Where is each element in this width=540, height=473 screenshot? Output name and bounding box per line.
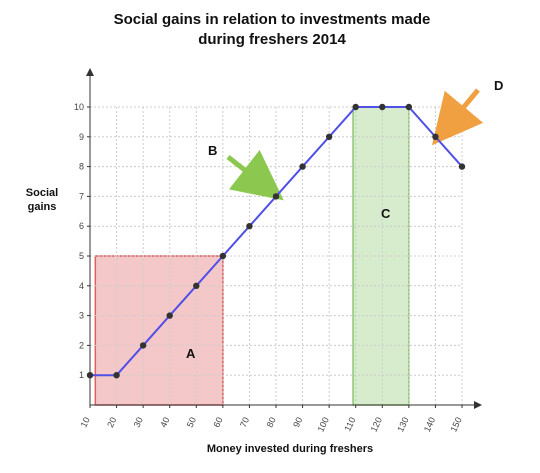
point: [458, 163, 466, 170]
chart-title: Social gains in relation to investments …: [114, 11, 431, 28]
point: [113, 372, 120, 379]
y-tick-label: 8: [79, 162, 84, 172]
x-tick-label: 100: [316, 416, 331, 434]
x-tick-label: 60: [211, 416, 224, 429]
region-label: C: [381, 206, 391, 221]
y-tick-label: 4: [79, 281, 84, 291]
y-tick-label: 9: [79, 132, 84, 142]
point: [405, 103, 413, 111]
x-tick-label: 150: [448, 416, 463, 434]
x-tick-label: 120: [369, 416, 384, 434]
y-tick-label: 3: [79, 311, 84, 321]
point: [86, 372, 94, 379]
point: [432, 133, 439, 140]
point: [219, 252, 227, 260]
x-tick-label: 90: [291, 416, 304, 429]
point: [139, 342, 147, 349]
y-tick-label: 10: [74, 102, 84, 112]
x-tick-label: 70: [238, 416, 251, 429]
point: [325, 133, 333, 140]
x-tick-label: 130: [395, 416, 410, 434]
y-tick-label: 6: [79, 221, 84, 231]
y-tick-label: 7: [79, 191, 84, 201]
x-tick-label: 50: [185, 416, 198, 429]
x-tick-label: 30: [132, 416, 145, 429]
annotation: D: [494, 78, 503, 93]
point: [166, 312, 173, 319]
x-tick-label: 20: [105, 416, 118, 429]
y-axis-label: gains: [28, 201, 57, 213]
region: [352, 106, 410, 406]
y-tick-label: 1: [79, 370, 84, 380]
region-label: A: [186, 346, 196, 361]
point: [299, 163, 306, 170]
x-axis-label: Money invested during freshers: [207, 443, 373, 455]
annotation: B: [208, 143, 217, 158]
x-axis-arrow: [474, 401, 482, 409]
y-axis-arrow: [86, 68, 94, 76]
point: [379, 103, 386, 111]
y-tick-label: 2: [79, 340, 84, 350]
y-tick-label: 5: [79, 251, 84, 261]
point: [246, 223, 253, 230]
x-tick-label: 110: [342, 416, 357, 433]
y-axis-label: Social: [26, 187, 58, 199]
x-tick-label: 140: [422, 416, 437, 434]
x-tick-label: 10: [79, 416, 92, 429]
arrow-b: [226, 149, 284, 201]
x-tick-label: 80: [265, 416, 278, 429]
arrow-d: [431, 88, 484, 146]
chart-title: during freshers 2014: [198, 31, 346, 48]
point: [272, 193, 280, 200]
point: [352, 103, 359, 111]
x-tick-label: 40: [158, 416, 171, 429]
point: [193, 282, 200, 289]
